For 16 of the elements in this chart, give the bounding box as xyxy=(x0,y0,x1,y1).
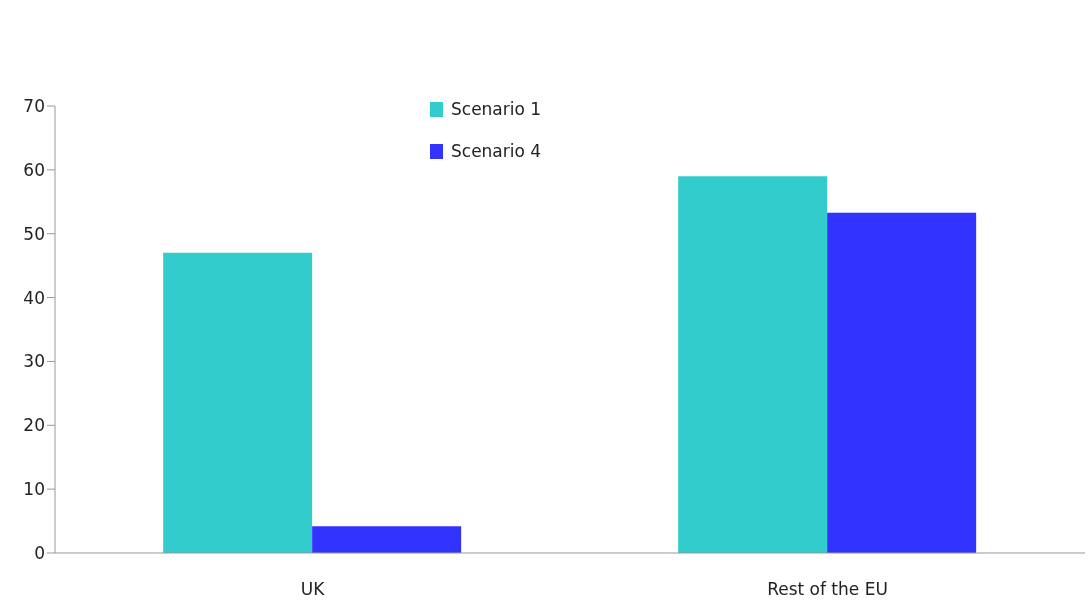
y-tick-label: 50 xyxy=(23,223,45,244)
y-tick-label: 20 xyxy=(23,415,45,436)
x-tick-label: Rest of the EU xyxy=(767,579,888,600)
bar xyxy=(678,176,828,553)
bar xyxy=(827,212,977,553)
bar xyxy=(312,526,462,553)
legend-label: Scenario 1 xyxy=(451,99,542,119)
y-tick-label: 60 xyxy=(23,159,45,180)
y-tick-label: 30 xyxy=(23,351,45,372)
y-tick-label: 40 xyxy=(23,287,45,308)
legend-label: Scenario 4 xyxy=(451,141,542,161)
y-tick-label: 10 xyxy=(23,479,45,500)
y-tick-label: 70 xyxy=(23,96,45,117)
y-tick-label: 0 xyxy=(34,543,45,564)
bar xyxy=(163,252,313,553)
x-tick-label: UK xyxy=(300,579,326,600)
